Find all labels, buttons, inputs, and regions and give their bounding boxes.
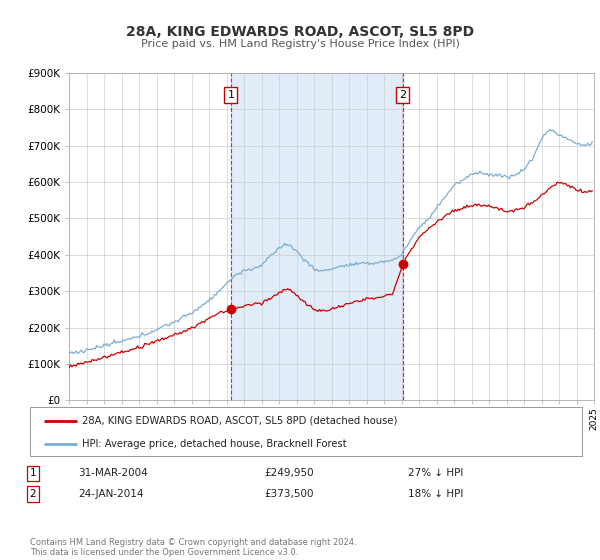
Text: £249,950: £249,950 bbox=[264, 468, 314, 478]
Text: 18% ↓ HPI: 18% ↓ HPI bbox=[408, 489, 463, 499]
Text: 2: 2 bbox=[399, 90, 406, 100]
Text: 31-MAR-2004: 31-MAR-2004 bbox=[78, 468, 148, 478]
Text: 24-JAN-2014: 24-JAN-2014 bbox=[78, 489, 143, 499]
Text: 1: 1 bbox=[29, 468, 37, 478]
Text: HPI: Average price, detached house, Bracknell Forest: HPI: Average price, detached house, Brac… bbox=[82, 439, 347, 449]
Text: 27% ↓ HPI: 27% ↓ HPI bbox=[408, 468, 463, 478]
Text: 2: 2 bbox=[29, 489, 37, 499]
Text: Contains HM Land Registry data © Crown copyright and database right 2024.
This d: Contains HM Land Registry data © Crown c… bbox=[30, 538, 356, 557]
Text: 1: 1 bbox=[227, 90, 235, 100]
Text: Price paid vs. HM Land Registry's House Price Index (HPI): Price paid vs. HM Land Registry's House … bbox=[140, 39, 460, 49]
Text: 28A, KING EDWARDS ROAD, ASCOT, SL5 8PD (detached house): 28A, KING EDWARDS ROAD, ASCOT, SL5 8PD (… bbox=[82, 416, 398, 426]
Bar bbox=[231, 73, 403, 400]
Text: £373,500: £373,500 bbox=[264, 489, 314, 499]
Text: 28A, KING EDWARDS ROAD, ASCOT, SL5 8PD: 28A, KING EDWARDS ROAD, ASCOT, SL5 8PD bbox=[126, 25, 474, 39]
